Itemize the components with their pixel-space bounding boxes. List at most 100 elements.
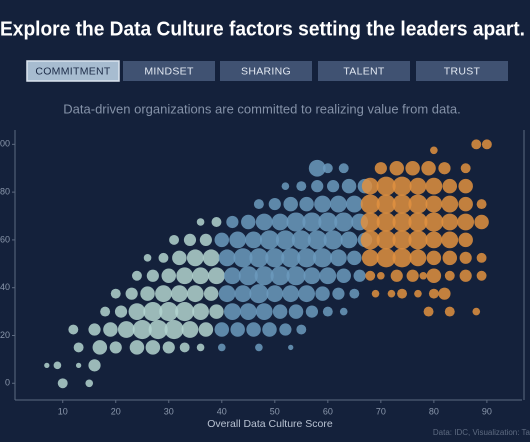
bubble: [53, 361, 62, 370]
bubble: [175, 302, 195, 322]
bubble: [246, 322, 261, 337]
bubble: [425, 195, 443, 213]
bubble: [409, 177, 427, 195]
bubble: [233, 248, 253, 268]
bubble: [298, 285, 316, 303]
bubble: [271, 213, 289, 231]
bubble: [148, 319, 168, 340]
bubble: [57, 378, 68, 389]
bubble: [110, 288, 121, 299]
tab-label[interactable]: TRUST: [444, 65, 481, 77]
tab[interactable]: [416, 61, 508, 81]
bubble: [408, 230, 428, 250]
tab-label[interactable]: COMMITMENT: [35, 65, 111, 77]
bubble: [241, 214, 256, 230]
bubble: [376, 248, 396, 268]
bubble: [311, 180, 324, 193]
bubble: [441, 195, 459, 213]
bubble: [73, 342, 84, 353]
tab-bar: COMMITMENT MINDSET SHARING TALENT TRUST: [26, 60, 508, 82]
bubble: [319, 267, 337, 285]
bubble: [341, 178, 357, 194]
tab[interactable]: [26, 60, 120, 82]
bubble: [442, 178, 458, 194]
x-tick-label: 30: [164, 406, 174, 416]
bubble: [92, 340, 108, 355]
bubble: [442, 250, 458, 266]
bubble: [255, 303, 273, 320]
bubble: [288, 344, 294, 351]
bubble: [458, 178, 473, 194]
tab[interactable]: [220, 61, 312, 81]
x-tick-label: 90: [482, 406, 492, 416]
bubble: [307, 230, 327, 250]
bubble: [392, 230, 412, 250]
bubble: [353, 269, 366, 282]
bubble: [438, 162, 451, 175]
bubble: [444, 270, 455, 281]
bubble: [281, 182, 290, 190]
bubble: [143, 302, 163, 322]
tab-label[interactable]: SHARING: [241, 65, 291, 77]
bubble: [297, 248, 317, 268]
tab-label[interactable]: TALENT: [343, 65, 385, 77]
bubble: [349, 288, 360, 299]
bubble: [426, 268, 442, 284]
bubble: [44, 362, 50, 369]
bubble: [196, 218, 205, 226]
bubble: [170, 285, 188, 303]
bubble: [254, 266, 274, 286]
tab[interactable]: [318, 61, 410, 81]
bubble: [376, 230, 396, 250]
bubble: [183, 233, 197, 247]
bubble: [230, 322, 245, 337]
bubble: [441, 213, 459, 231]
bubble: [100, 306, 111, 317]
bubble: [474, 214, 489, 230]
bubble: [360, 194, 380, 214]
bubble: [308, 159, 326, 177]
bubble: [428, 288, 439, 299]
bubble: [323, 230, 343, 250]
bubble: [338, 163, 349, 174]
bubble: [334, 212, 354, 232]
bubble: [255, 343, 263, 352]
bubble: [476, 199, 487, 210]
bubble: [259, 230, 280, 250]
bubble: [376, 176, 396, 196]
bubble: [361, 249, 379, 267]
tab-label[interactable]: MINDSET: [144, 65, 194, 77]
bubble: [392, 212, 412, 232]
bubble: [186, 285, 204, 303]
bubble: [203, 286, 219, 301]
bubble: [209, 304, 224, 319]
tab[interactable]: [123, 61, 215, 81]
bubble: [318, 212, 338, 232]
bubble: [249, 284, 269, 304]
bubble: [161, 268, 177, 284]
bubble: [441, 231, 459, 249]
bubble: [330, 195, 347, 213]
subtitle: Data-driven organizations are committed …: [63, 101, 460, 116]
bubble: [476, 270, 487, 281]
y-tick-label: 100: [0, 139, 10, 149]
bubble: [360, 230, 380, 250]
bubble: [279, 323, 292, 336]
bubble: [198, 322, 214, 337]
bubble: [371, 289, 380, 298]
bubble: [128, 303, 146, 320]
bubble: [176, 267, 194, 285]
bubble: [158, 252, 169, 263]
bubble: [140, 286, 155, 301]
bubble: [444, 306, 455, 317]
bubble: [424, 212, 444, 232]
bubble: [272, 304, 288, 319]
bubble: [430, 146, 438, 155]
bubble: [315, 286, 330, 301]
bubble: [426, 250, 442, 266]
bubble: [196, 343, 205, 352]
bubble: [332, 287, 345, 300]
bubble: [397, 288, 408, 299]
